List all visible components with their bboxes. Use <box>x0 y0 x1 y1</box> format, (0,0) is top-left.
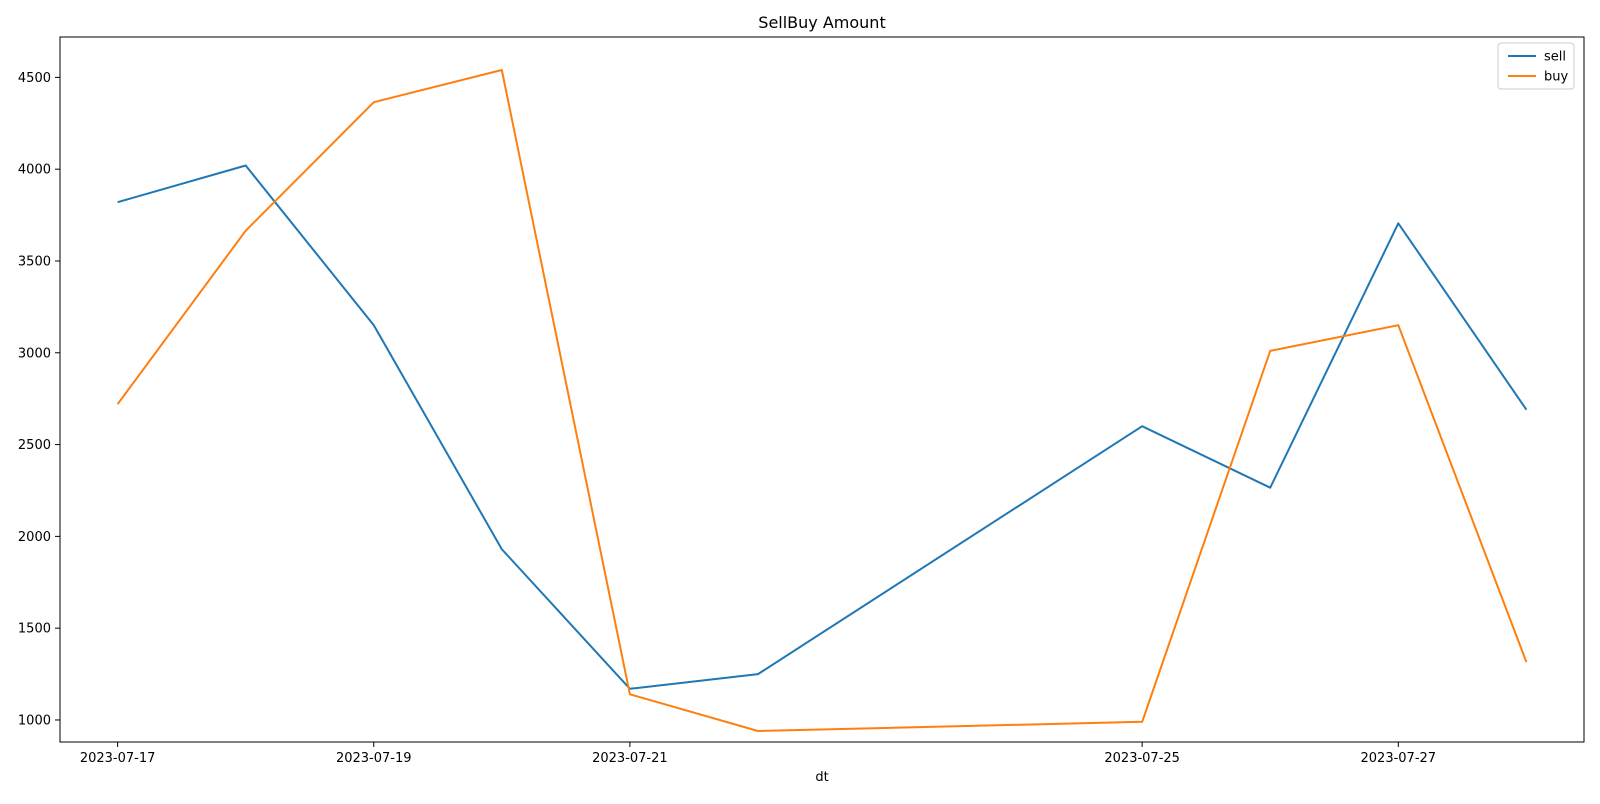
legend-box <box>1497 42 1575 90</box>
chart-title: SellBuy Amount <box>758 13 885 32</box>
legend-label-buy: buy <box>1544 70 1568 85</box>
plot-frame <box>59 36 1585 743</box>
x-tick-label: 2023-07-25 <box>1104 751 1180 766</box>
y-tick-label: 1500 <box>18 622 51 637</box>
x-tick-label: 2023-07-19 <box>336 751 412 766</box>
series-line-sell <box>117 164 1528 690</box>
plot-area: 1000 1500 2000 2500 3000 3500 4000 4500 2023-07-… <box>18 69 1528 766</box>
y-tick-label: 3000 <box>18 346 51 361</box>
y-tick-label: 4500 <box>18 71 51 86</box>
legend-label-sell: sell <box>1544 50 1566 65</box>
x-axis-label: dt <box>815 770 828 785</box>
legend: sell buy <box>1497 42 1575 90</box>
y-tick-label: 3500 <box>18 254 51 269</box>
x-tick-label: 2023-07-27 <box>1361 751 1437 766</box>
series-line-buy <box>116 69 1528 732</box>
y-tick-label: 2500 <box>18 438 51 453</box>
y-tick-label: 2000 <box>18 530 51 545</box>
y-tick-label: 1000 <box>18 713 51 728</box>
x-tick-label: 2023-07-21 <box>592 751 668 766</box>
x-tick-label: 2023-07-17 <box>80 751 156 766</box>
y-tick-label: 4000 <box>18 163 51 178</box>
